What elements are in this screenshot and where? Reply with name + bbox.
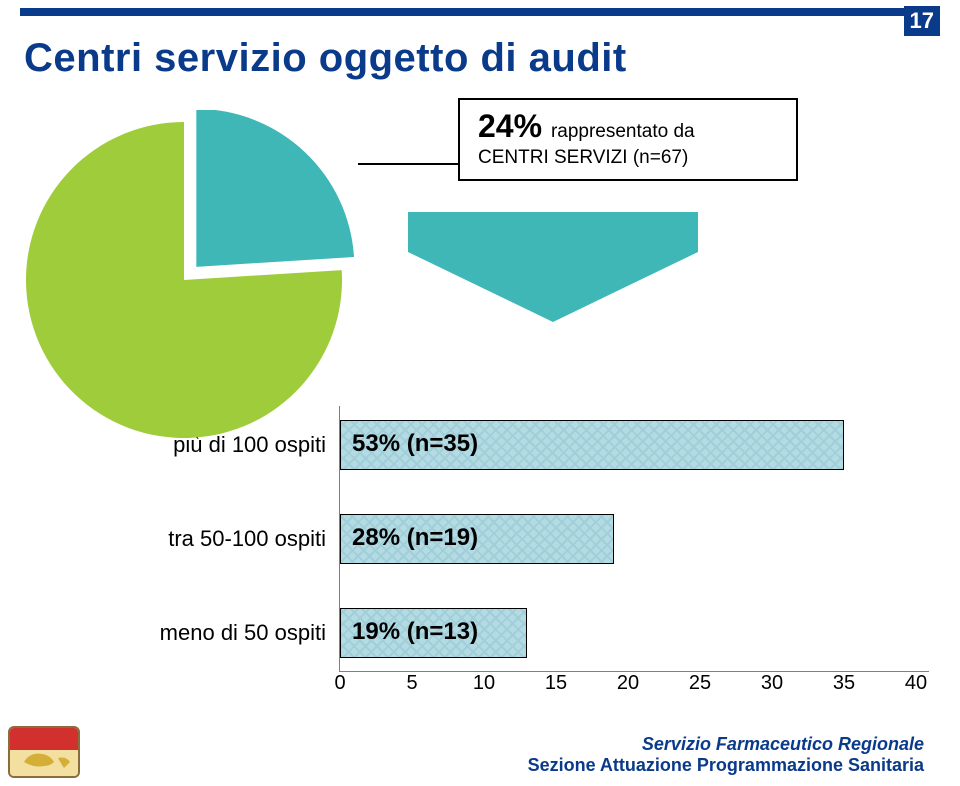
pie-chart <box>14 110 354 450</box>
bar-track: 19% (n=13) <box>340 608 930 658</box>
callout-pointer <box>358 163 458 165</box>
bar-chart: più di 100 ospiti53% (n=35)tra 50-100 os… <box>140 420 930 702</box>
regione-veneto-logo <box>8 726 80 778</box>
callout-line2: CENTRI SERVIZI (n=67) <box>478 147 778 169</box>
bar-value-label: 19% (n=13) <box>352 618 478 646</box>
bar-category-label: tra 50-100 ospiti <box>140 526 340 552</box>
callout-box: 24% rappresentato da CENTRI SERVIZI (n=6… <box>458 98 798 181</box>
x-tick: 40 <box>905 672 927 695</box>
x-tick: 5 <box>406 672 417 695</box>
bar-track: 28% (n=19) <box>340 514 930 564</box>
bar-value-label: 53% (n=35) <box>352 430 478 458</box>
bar-track: 53% (n=35) <box>340 420 930 470</box>
footer-line1: Servizio Farmaceutico Regionale <box>0 734 924 755</box>
callout-text: rappresentato da <box>551 121 695 142</box>
slide: 17 Centri servizio oggetto di audit 24% … <box>0 0 960 786</box>
bar-value-label: 28% (n=19) <box>352 524 478 552</box>
x-tick: 20 <box>617 672 639 695</box>
chevron-down-icon <box>408 212 698 337</box>
x-tick: 0 <box>334 672 345 695</box>
x-tick: 10 <box>473 672 495 695</box>
x-tick: 15 <box>545 672 567 695</box>
callout-percent: 24% <box>478 108 551 144</box>
pie-svg <box>14 110 354 450</box>
footer: Servizio Farmaceutico Regionale Sezione … <box>0 734 960 776</box>
page-number: 17 <box>904 6 940 36</box>
x-axis-ticks: 0510152025303540 <box>340 672 930 698</box>
page-title: Centri servizio oggetto di audit <box>24 36 627 81</box>
footer-line2: Sezione Attuazione Programmazione Sanita… <box>0 755 924 776</box>
bar-category-label: meno di 50 ospiti <box>140 620 340 646</box>
x-tick: 30 <box>761 672 783 695</box>
x-tick: 35 <box>833 672 855 695</box>
x-tick: 25 <box>689 672 711 695</box>
bar-row: tra 50-100 ospiti 28% (n=19) <box>140 514 930 564</box>
bar-row: meno di 50 ospiti 19% (n=13) <box>140 608 930 658</box>
header-bar <box>20 8 930 16</box>
